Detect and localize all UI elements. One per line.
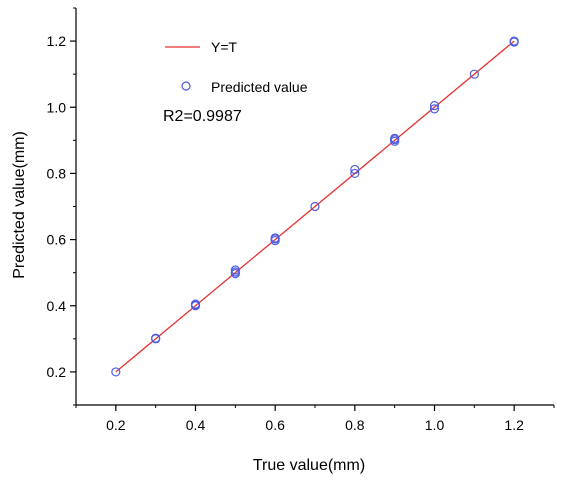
x-ticks: 0.2 0.4 0.6 0.8 1.0 1.2 — [75, 405, 555, 433]
legend-label-line: Y=T — [211, 39, 238, 55]
y-tick-label: 1.2 — [47, 33, 67, 49]
predicted-point — [509, 36, 519, 46]
predicted-point — [429, 100, 440, 111]
legend: Y=T Predicted value — [165, 39, 308, 95]
y-tick-label: 0.4 — [47, 298, 67, 314]
predicted-point — [270, 233, 280, 243]
y-tick-label: 1.0 — [47, 99, 67, 115]
x-tick-label: 0.2 — [106, 417, 126, 433]
x-tick-label: 0.4 — [186, 417, 206, 433]
series — [111, 36, 519, 377]
x-tick-label: 1.0 — [425, 417, 445, 433]
y-axis-title: Predicted value(mm) — [11, 131, 28, 279]
x-tick-label: 0.6 — [265, 417, 285, 433]
y-ticks: 0.2 0.4 0.6 0.8 1.0 1.2 — [47, 7, 76, 406]
x-tick-label: 1.2 — [504, 417, 524, 433]
legend-marker-swatch — [181, 81, 191, 91]
r2-annotation: R2=0.9987 — [163, 108, 242, 125]
predicted-point — [469, 69, 479, 79]
x-tick-label: 0.8 — [345, 417, 365, 433]
legend-label-scatter: Predicted value — [211, 79, 308, 95]
predicted-point — [190, 299, 201, 309]
x-axis-title: True value(mm) — [253, 457, 365, 474]
predicted-point — [310, 201, 320, 212]
predicted-point — [350, 168, 360, 179]
y-tick-label: 0.6 — [47, 232, 67, 248]
predicted-point — [111, 367, 121, 377]
predicted-point — [390, 133, 400, 143]
axes: 0.2 0.4 0.6 0.8 1.0 1.2 0.2 0.4 0.6 0.8 1.0 1.2 — [47, 7, 555, 433]
predicted-point — [230, 265, 240, 275]
y-tick-label: 0.2 — [47, 364, 67, 380]
fit-line-y-equals-t — [115, 40, 515, 373]
predicted-point — [151, 333, 161, 343]
predicted-point — [350, 164, 360, 175]
predicted-point — [429, 104, 440, 114]
y-tick-label: 0.8 — [47, 165, 67, 181]
